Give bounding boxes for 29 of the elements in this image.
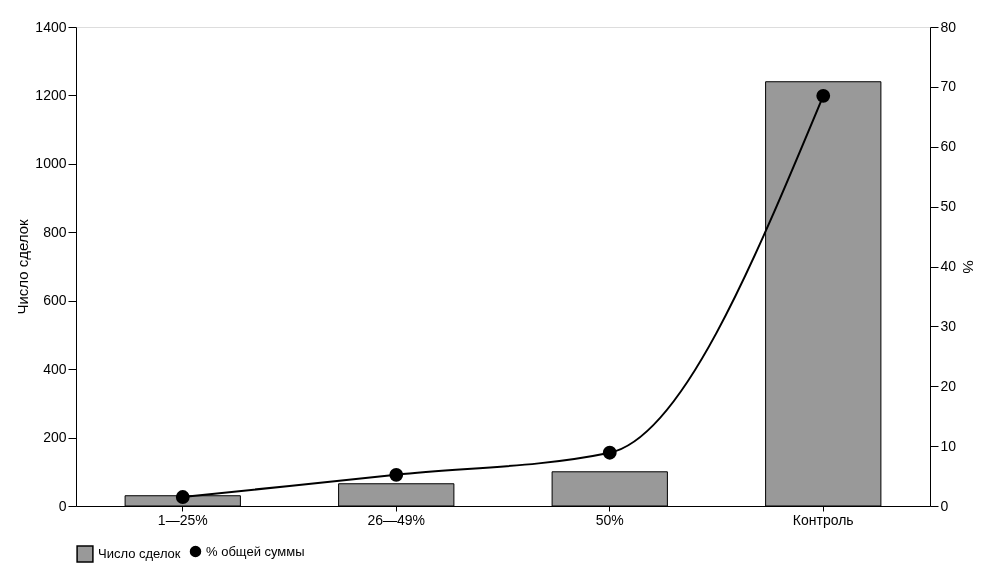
y2-tick-label: 50 xyxy=(940,198,957,215)
y2-axis-title: % xyxy=(960,260,978,274)
y2-tick-label: 40 xyxy=(940,258,957,274)
y-tick-label: 800 xyxy=(43,223,67,240)
y2-tick-label: 10 xyxy=(940,437,957,454)
y-tick-label: 600 xyxy=(43,292,67,309)
y-axis-title: Число сделок xyxy=(14,218,32,315)
y-tick-label: 1000 xyxy=(35,155,67,172)
y2-tick-label: 20 xyxy=(940,377,957,394)
y-tick-label: 1200 xyxy=(35,86,67,103)
point xyxy=(175,490,190,504)
y-tick-label: 1400 xyxy=(35,18,67,35)
point xyxy=(602,445,617,460)
point xyxy=(389,467,404,482)
y-tick-label: 0 xyxy=(58,497,67,514)
x-tick-label: 50% xyxy=(595,511,624,528)
x-tick-label: 1—25% xyxy=(157,511,208,528)
y-tick-label: 400 xyxy=(43,360,67,377)
y2-tick-label: 70 xyxy=(940,78,957,95)
y-tick-label: 200 xyxy=(43,429,67,446)
y2-tick-label: 30 xyxy=(940,317,957,334)
legend-label: Число сделок xyxy=(98,546,181,561)
x-tick-label: 26—49% xyxy=(367,511,426,528)
y2-tick-label: 80 xyxy=(940,18,957,35)
point xyxy=(816,88,831,103)
y2-tick-label: 0 xyxy=(940,497,949,514)
y2-tick-label: 60 xyxy=(940,138,957,155)
x-tick-label: Контроль xyxy=(792,511,854,528)
legend-label: % общей суммы xyxy=(206,543,305,559)
